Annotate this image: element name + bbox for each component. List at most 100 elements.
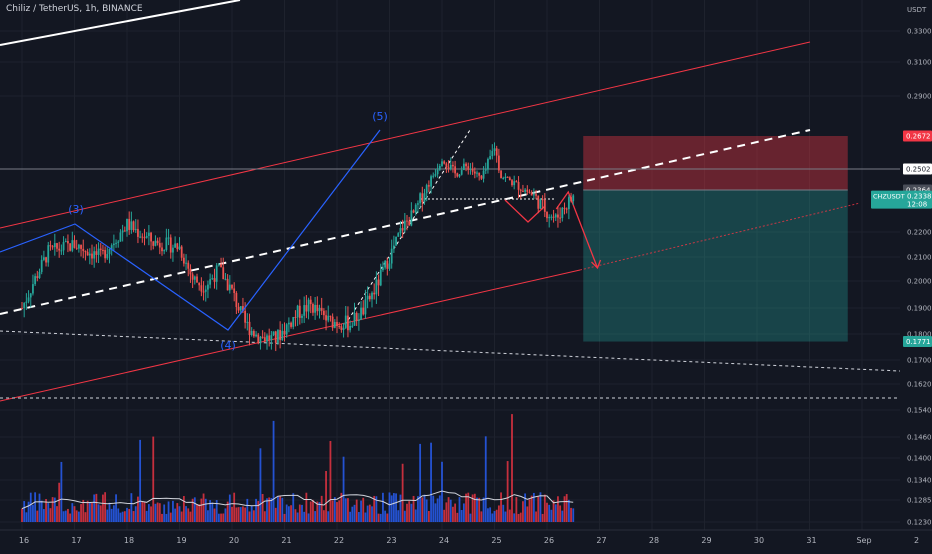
volume-bar: [541, 513, 544, 522]
volume-bar: [67, 508, 69, 522]
candle-body: [500, 170, 502, 179]
price-tick-label[interactable]: 0.1230: [907, 519, 932, 527]
candle-body: [314, 304, 317, 313]
volume-bar: [465, 493, 467, 522]
price-tick-label[interactable]: 0.2000: [907, 278, 932, 286]
price-tick-label[interactable]: 0.2900: [907, 93, 932, 101]
time-tick-label[interactable]: 17: [71, 536, 81, 545]
take-profit-zone[interactable]: [583, 190, 848, 342]
median-dashed-line[interactable]: [0, 129, 811, 315]
price-tick-label[interactable]: 0.3300: [907, 28, 932, 36]
volume-bar: [84, 512, 87, 522]
symbol-title[interactable]: Chiliz / TetherUS, 1h, BINANCE: [6, 4, 143, 14]
wave-label[interactable]: (4): [220, 339, 236, 352]
candle-body: [423, 193, 426, 203]
time-tick-label[interactable]: 2: [914, 536, 919, 545]
time-tick-label[interactable]: 23: [386, 536, 396, 545]
upper-white-trendline[interactable]: [0, 0, 241, 46]
volume-bar: [102, 494, 104, 522]
time-tick-label[interactable]: 31: [806, 536, 816, 545]
candle-body: [237, 306, 240, 311]
candle-body: [548, 216, 551, 219]
time-tick-label[interactable]: 20: [229, 536, 239, 545]
time-tick-label[interactable]: 26: [544, 536, 554, 545]
candle-body: [235, 293, 238, 307]
time-tick-label[interactable]: Sep: [856, 536, 871, 545]
candle-body: [86, 251, 89, 256]
volume-bar: [530, 495, 533, 522]
time-tick-label[interactable]: 30: [754, 536, 764, 545]
price-tick-label[interactable]: 0.2200: [907, 229, 932, 237]
volume-bar: [552, 500, 555, 522]
candle-body: [130, 221, 133, 230]
time-tick-label[interactable]: 16: [19, 536, 29, 545]
volume-bar: [333, 497, 336, 522]
position-zones[interactable]: [583, 136, 848, 342]
price-tick-label[interactable]: 0.1400: [907, 455, 932, 463]
projection-arrow[interactable]: [555, 190, 599, 269]
volume-bar: [119, 512, 122, 522]
price-badge[interactable]: [903, 336, 932, 348]
price-tick-label[interactable]: 0.1285: [907, 497, 932, 505]
time-tick-label[interactable]: 28: [649, 536, 659, 545]
time-tick-label[interactable]: 27: [596, 536, 606, 545]
volume-bar: [123, 511, 126, 522]
candle-body: [495, 148, 498, 156]
price-tick-label[interactable]: 0.1540: [907, 407, 932, 415]
price-badge[interactable]: [903, 130, 932, 142]
time-tick-label[interactable]: 25: [491, 536, 501, 545]
candle-body: [126, 218, 128, 232]
time-tick-label[interactable]: 19: [176, 536, 186, 545]
volume-moving-average: [21, 490, 574, 510]
time-axis[interactable]: 16 17 18 19 20 21 22 23 24 25 26 27 28 29 30 31 Sep 2: [0, 529, 932, 550]
time-tick-label[interactable]: 22: [334, 536, 344, 545]
candle-body: [196, 276, 198, 283]
wave-label[interactable]: (5): [372, 110, 388, 123]
time-tick-label[interactable]: 21: [281, 536, 291, 545]
volume-bar: [386, 513, 389, 522]
time-tick-label[interactable]: 18: [124, 536, 134, 545]
price-tick-label[interactable]: 0.1340: [907, 477, 932, 485]
stop-loss-zone[interactable]: [583, 136, 848, 190]
price-tick-label[interactable]: 0.3100: [907, 59, 932, 67]
wave-label[interactable]: (3): [68, 203, 84, 216]
volume-bar: [71, 503, 74, 522]
candle-body: [373, 292, 376, 295]
time-tick-label[interactable]: 24: [439, 536, 449, 545]
price-tick-label[interactable]: 0.2100: [907, 254, 932, 262]
elliott-waves[interactable]: (3) (4) (5): [0, 110, 388, 352]
price-tick-label[interactable]: 0.1800: [907, 331, 932, 339]
volume-bar: [252, 510, 255, 522]
price-tick-label[interactable]: 0.1460: [907, 434, 932, 442]
candle-body: [353, 312, 356, 326]
candle-body: [202, 291, 205, 293]
channel-upper-line[interactable]: [0, 41, 811, 229]
price-badge[interactable]: [903, 163, 932, 175]
volume-bar: [117, 508, 120, 522]
candle-body: [447, 167, 450, 169]
time-tick-label[interactable]: 29: [701, 536, 711, 545]
volume-bar: [198, 504, 201, 522]
volume-bar: [215, 500, 218, 522]
candle-body: [530, 192, 533, 196]
candle-body: [244, 310, 247, 323]
last-price-badge[interactable]: [871, 190, 932, 209]
channel-lower-line[interactable]: [0, 269, 581, 402]
candle-body: [91, 253, 93, 259]
volume-bar: [209, 500, 212, 522]
price-tick-label[interactable]: 0.1900: [907, 305, 932, 313]
volume-bar: [347, 498, 349, 522]
projection-arrowhead[interactable]: [591, 259, 602, 270]
lower-dashed-line[interactable]: [0, 330, 901, 372]
price-tick-label[interactable]: 0.1620: [907, 381, 932, 389]
volume-bar: [355, 499, 358, 522]
price-axis[interactable]: USDT 0.3300 0.3100 0.2900 0.2200 0.2100 0.2000…: [871, 0, 932, 550]
candle-body: [355, 312, 358, 322]
volume-bar: [469, 513, 472, 522]
last-price-value: 0.2338: [907, 193, 932, 201]
price-tick-label[interactable]: 0.1700: [907, 357, 932, 365]
wave-path[interactable]: [0, 129, 381, 331]
recent-move-line[interactable]: [504, 199, 546, 223]
